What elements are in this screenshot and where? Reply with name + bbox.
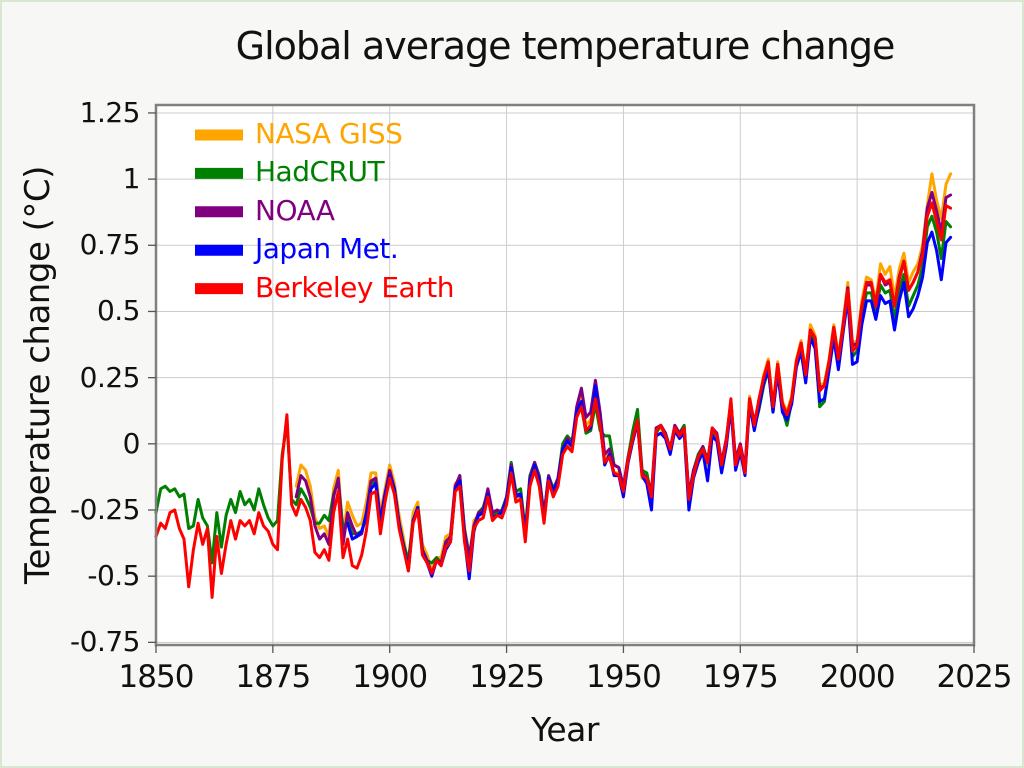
y-tick-label: -0.25 (70, 493, 140, 526)
y-tick-label: -0.75 (70, 625, 140, 659)
x-tick-label: 1900 (352, 659, 428, 695)
x-tick-label: 1975 (702, 659, 779, 695)
x-axis-label: Year (531, 710, 599, 749)
legend-label-nasa-giss: NASA GISS (255, 117, 403, 150)
y-tick-label: 0.5 (96, 294, 141, 328)
y-tick-label: 0.75 (79, 228, 141, 262)
chart-title: Global average temperature change (235, 24, 896, 68)
legend-label-japan-met-: Japan Met. (255, 232, 399, 266)
x-tick-label: 1850 (118, 659, 195, 695)
y-tick-label: 1.25 (79, 95, 141, 129)
x-tick-label: 1950 (585, 659, 662, 695)
x-tick-label: 1925 (469, 659, 545, 695)
x-tick-label: 1875 (235, 659, 311, 695)
x-tick-label: 2000 (819, 659, 896, 695)
legend-label-hadcrut: HadCRUT (255, 155, 385, 189)
x-tick-label: 2025 (936, 659, 1013, 695)
y-tick-label: 0 (122, 426, 141, 460)
y-tick-label: 0.25 (79, 360, 141, 394)
plot-background (156, 105, 974, 645)
y-tick-label: -0.5 (87, 559, 140, 593)
series-line-berkeley-earth (154, 201, 953, 599)
legend-label-berkeley-earth: Berkeley Earth (255, 270, 454, 304)
plot-border (154, 103, 976, 647)
legend-label-noaa: NOAA (255, 193, 335, 227)
y-tick-label: 1 (122, 162, 141, 196)
